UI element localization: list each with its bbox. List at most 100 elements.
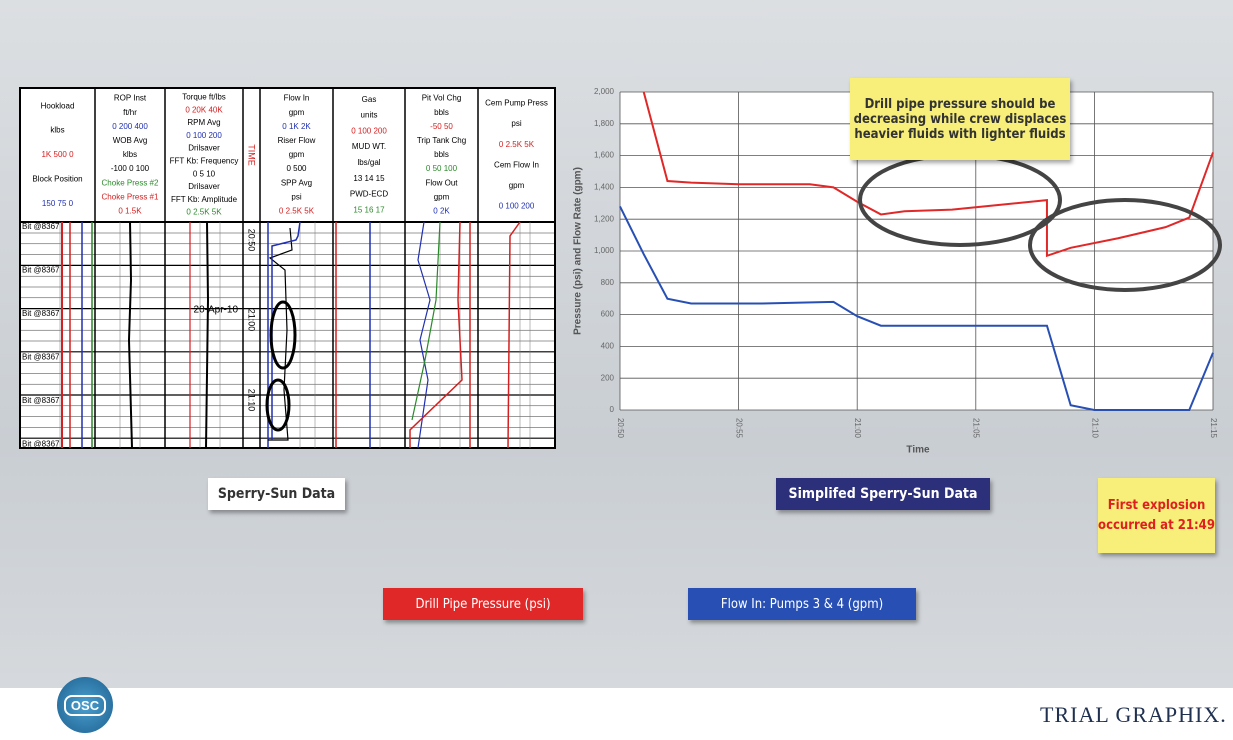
highlight-ellipse — [269, 300, 297, 370]
log-curve — [411, 221, 441, 421]
header-label: psi — [511, 119, 521, 128]
header-label: Flow Out — [425, 178, 458, 187]
header-label: Trip Tank Chg — [417, 136, 466, 145]
caption: Sperry-Sun Data — [208, 478, 345, 510]
header-label: FFT Kb: Frequency — [170, 156, 239, 165]
header-label: gpm — [289, 150, 305, 159]
y-tick-label: 1,600 — [594, 151, 615, 160]
logo-text: OSC — [63, 694, 107, 716]
y-tick-label: 1,400 — [594, 183, 615, 192]
header-label: 0 1K 2K — [282, 122, 311, 131]
header-label: 1K 500 0 — [41, 150, 74, 159]
header-label: gpm — [509, 181, 525, 190]
log-curve — [205, 221, 210, 449]
header-label: lbs/gal — [357, 158, 380, 167]
depth-label: Bit @8367 — [22, 309, 60, 318]
header-label: 0 100 200 — [499, 202, 535, 211]
header-label: Cem Flow In — [494, 160, 539, 169]
y-tick-label: 1,200 — [594, 214, 615, 223]
log-curve — [271, 221, 301, 440]
data-line — [619, 206, 1214, 411]
header-label: 15 16 17 — [353, 205, 385, 214]
x-tick-label: 20:55 — [734, 418, 743, 439]
header-label: 0 2.5K 5K — [279, 207, 315, 216]
data-line — [642, 91, 1214, 258]
x-tick-label: 21:15 — [1209, 418, 1218, 439]
y-axis-label: Pressure (psi) and Flow Rate (gpm) — [573, 167, 584, 335]
log-curve — [507, 221, 521, 449]
log-curve — [127, 221, 133, 449]
depth-label: Bit @8367 — [22, 440, 60, 449]
trialgraphix-logo: TRIAL GRAPHIX. — [1040, 702, 1227, 727]
header-label: 0 5 10 — [193, 169, 216, 178]
header-label: 0 50 100 — [426, 164, 458, 173]
time-header: TIME — [247, 144, 257, 166]
x-tick-label: 20:50 — [616, 418, 625, 439]
footer — [0, 688, 1233, 740]
header-label: 0 100 200 — [186, 131, 222, 140]
header-label: 0 200 400 — [112, 122, 148, 131]
header-label: psi — [291, 192, 301, 201]
date-label: 20-Apr-10 — [194, 305, 239, 316]
header-label: bbls — [434, 108, 449, 117]
depth-label: Bit @8367 — [22, 396, 60, 405]
header-label: 0 2.5K 5K — [186, 208, 222, 217]
header-label: gpm — [434, 192, 450, 201]
time-label: 20:50 — [247, 229, 257, 252]
header-label: Drilsaver — [188, 144, 220, 153]
header-label: ft/hr — [123, 108, 137, 117]
header-label: WOB Avg — [113, 136, 148, 145]
header-label: Drilsaver — [188, 182, 220, 191]
header-label: bbls — [434, 150, 449, 159]
note: First explosion occurred at 21:49 — [1098, 478, 1215, 553]
time-label: 21:00 — [247, 309, 257, 332]
caption: Simplifed Sperry-Sun Data — [776, 478, 990, 510]
legend-entry: Drill Pipe Pressure (psi) — [383, 588, 583, 620]
header-label: units — [361, 111, 378, 120]
header-label: Choke Press #1 — [102, 192, 159, 201]
header-label: -100 0 100 — [111, 164, 150, 173]
y-tick-label: 800 — [601, 278, 615, 287]
y-tick-label: 0 — [610, 405, 615, 414]
header-label: 0 2.5K 5K — [499, 140, 535, 149]
header-label: SPP Avg — [281, 178, 312, 187]
y-tick-label: 400 — [601, 342, 615, 351]
header-label: ROP Inst — [114, 94, 147, 103]
header-label: FFT Kb: Amplitude — [171, 195, 238, 204]
y-tick-label: 2,000 — [594, 87, 615, 96]
header-label: Gas — [362, 95, 377, 104]
depth-label: Bit @8367 — [22, 266, 60, 275]
header-label: PWD-ECD — [350, 190, 388, 199]
x-tick-label: 21:10 — [1090, 418, 1099, 439]
osc-logo: OSC — [57, 677, 113, 733]
header-label: 0 20K 40K — [185, 105, 223, 114]
highlight-ellipse — [265, 378, 291, 432]
header-label: Cem Pump Press — [485, 99, 548, 108]
highlight-ellipse — [1028, 198, 1222, 292]
header-label: 0 1.5K — [118, 207, 142, 216]
log-curve — [268, 227, 293, 441]
header-label: RPM Avg — [187, 118, 220, 127]
header-label: klbs — [123, 150, 137, 159]
header-label: Pit Vol Chg — [422, 94, 462, 103]
legend-entry: Flow In: Pumps 3 & 4 (gpm) — [688, 588, 916, 620]
y-tick-label: 600 — [601, 310, 615, 319]
header-label: 13 14 15 — [353, 174, 385, 183]
y-tick-label: 1,000 — [594, 246, 615, 255]
log-curve — [409, 221, 463, 448]
header-label: Block Position — [32, 174, 82, 183]
time-label: 21:10 — [247, 389, 257, 412]
header-label: Flow In — [284, 94, 310, 103]
header-label: Riser Flow — [278, 136, 316, 145]
y-tick-label: 200 — [601, 373, 615, 382]
x-tick-label: 21:00 — [853, 418, 862, 439]
header-label: Torque ft/lbs — [182, 93, 226, 102]
header-label: 150 75 0 — [42, 199, 74, 208]
x-axis-label: Time — [906, 445, 930, 456]
depth-label: Bit @8367 — [22, 222, 60, 231]
header-label: Hookload — [41, 101, 75, 110]
header-label: 0 100 200 — [351, 126, 387, 135]
header-label: -50 50 — [430, 122, 453, 131]
log-curve — [417, 221, 431, 449]
